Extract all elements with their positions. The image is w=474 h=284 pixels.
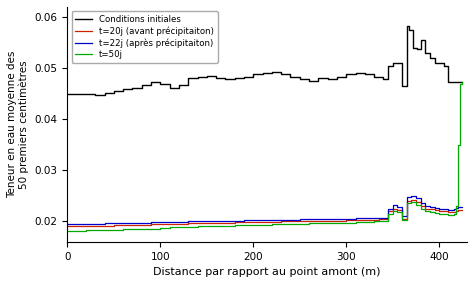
Conditions initiales: [460, 81, 465, 84]
t=20j (avant précipitaiton): [195, 222, 201, 225]
t=20j (avant précipitaiton): [455, 209, 461, 213]
t=20j (avant précipitaiton): [399, 208, 405, 212]
t=22j (après précipitaiton): [64, 222, 70, 225]
X-axis label: Distance par rapport au point amont (m): Distance par rapport au point amont (m): [154, 267, 381, 277]
t=50j: [120, 227, 126, 231]
Line: t=50j: t=50j: [67, 82, 463, 231]
t=50j: [64, 229, 70, 232]
Conditions initiales: [410, 28, 416, 32]
t=20j (avant précipitaiton): [306, 220, 312, 223]
t=20j (avant précipitaiton): [385, 218, 391, 221]
Conditions initiales: [64, 92, 70, 95]
t=20j (avant précipitaiton): [64, 225, 70, 228]
t=50j: [460, 81, 465, 84]
t=50j: [385, 220, 391, 223]
Conditions initiales: [288, 73, 293, 76]
Conditions initiales: [390, 61, 395, 65]
Conditions initiales: [427, 51, 433, 55]
t=50j: [453, 204, 459, 208]
Line: Conditions initiales: Conditions initiales: [67, 26, 463, 95]
t=22j (après précipitaiton): [195, 220, 201, 223]
t=22j (après précipitaiton): [399, 205, 405, 209]
t=50j: [195, 225, 201, 228]
t=20j (avant précipitaiton): [460, 208, 465, 212]
t=50j: [306, 222, 312, 225]
t=22j (après précipitaiton): [460, 205, 465, 209]
t=22j (après précipitaiton): [455, 206, 461, 210]
t=50j: [399, 210, 405, 214]
Line: t=20j (avant précipitaiton): t=20j (avant précipitaiton): [67, 200, 463, 226]
Legend: Conditions initiales, t=20j (avant précipitaiton), t=22j (après précipitaiton), : Conditions initiales, t=20j (avant préci…: [72, 11, 218, 63]
t=22j (après précipitaiton): [409, 194, 414, 198]
Y-axis label: Teneur en eau moyenne des
50 premiers centimètres: Teneur en eau moyenne des 50 premiers ce…: [7, 51, 29, 198]
t=22j (après précipitaiton): [120, 221, 126, 225]
t=20j (avant précipitaiton): [120, 224, 126, 227]
Conditions initiales: [157, 82, 163, 85]
t=20j (avant précipitaiton): [409, 198, 414, 202]
Conditions initiales: [404, 25, 410, 28]
t=22j (après précipitaiton): [306, 218, 312, 221]
Conditions initiales: [176, 86, 182, 89]
Conditions initiales: [92, 93, 98, 97]
Line: t=22j (après précipitaiton): t=22j (après précipitaiton): [67, 196, 463, 224]
t=22j (après précipitaiton): [385, 216, 391, 220]
